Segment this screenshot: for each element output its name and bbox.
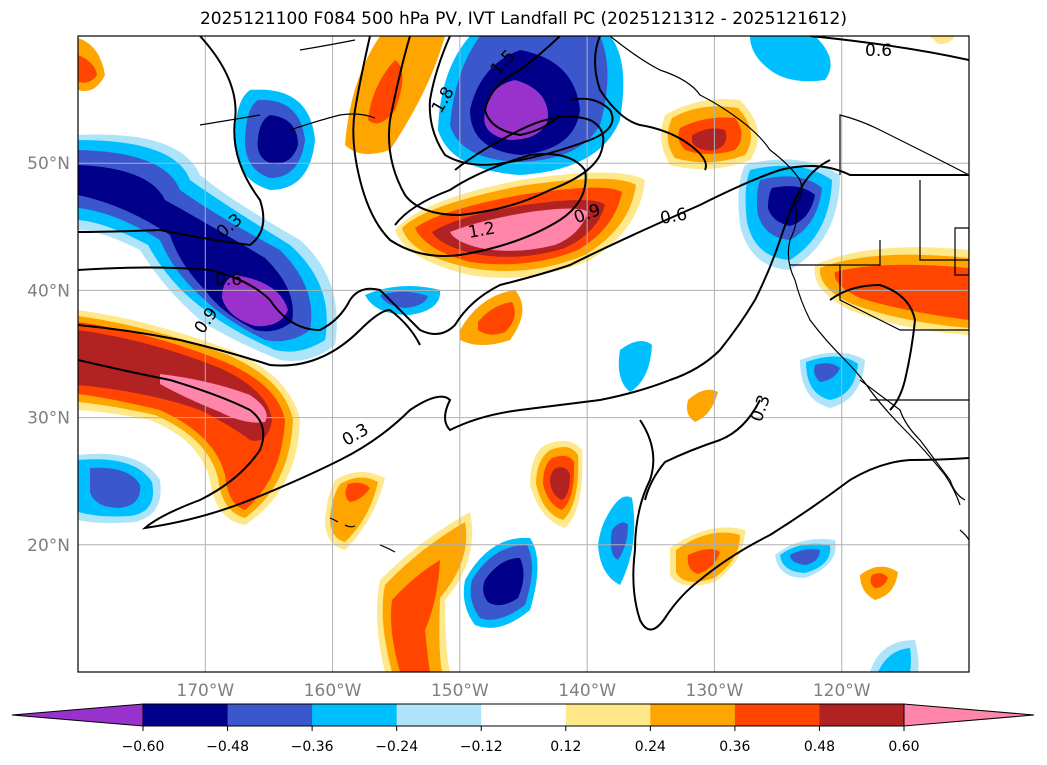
colorbar-tick-label: 0.60 [888,739,919,755]
longitude-label: 140°W [558,681,616,701]
colorbar-tick-label: 0.24 [635,739,666,755]
positive-anomaly-small-se [860,566,898,600]
positive-anomaly-hawaii-north [325,471,385,550]
positive-anomaly-far-nw [78,38,105,91]
positive-anomaly-small-east [686,389,718,422]
positive-anomaly-hawaii-south [376,512,473,672]
colorbar-tick-label: −0.60 [122,739,165,755]
colorbar-tick-label: 0.48 [804,739,835,755]
latitude-label: 20°N [27,536,70,556]
colorbar-segment [227,704,313,726]
negative-anomaly-tropics [463,537,538,628]
map-panel: 0.6 1.5 1.8 1.2 0.9 0.6 0.3 0.6 0.9 0.3 … [27,35,970,701]
colorbar-segment [650,704,736,726]
colorbar-tick-label: 0.36 [719,739,750,755]
positive-anomaly-coast-bc [661,99,758,169]
colorbar-segment [396,704,482,726]
positive-anomaly-small-central [460,290,523,345]
negative-anomaly-baja [800,352,865,408]
map-frame [77,35,970,673]
latitude-labels: 50°N 40°N 30°N 20°N [27,154,70,556]
positive-anomaly-central [395,172,645,278]
positive-anomaly-top-corner [930,36,955,45]
longitude-label: 160°W [304,681,362,701]
negative-anomaly-tropics-east [598,496,635,585]
negative-anomaly-small-east [618,341,652,392]
colorbar-segment [481,704,567,726]
colorbar-tick-label: −0.48 [206,739,249,755]
colorbar-segment [312,704,398,726]
colorbar-segment [819,704,905,726]
negative-anomaly-bottom-right [870,640,919,672]
colorbar-tick-label: −0.24 [375,739,418,755]
contour-label-1-2: 1.2 [467,219,497,243]
contour-label-0-6-west: 0.6 [215,270,242,290]
latitude-label: 40°N [27,281,70,301]
pv-contours [78,36,969,631]
negative-anomaly-small-se [775,539,836,578]
map-title: 2025121100 F084 500 hPa PV, IVT Landfall… [199,9,847,29]
colorbar-extend-right [904,704,1034,726]
negative-anomaly-southwest [78,453,161,524]
latitude-label: 30°N [27,409,70,429]
contour-label-0-6-center: 0.6 [659,205,689,229]
colorbar-tick-label: −0.12 [460,739,503,755]
negative-anomaly-north-pacific [235,89,315,190]
negative-anomaly-top-right [750,36,831,82]
longitude-label: 150°W [431,681,489,701]
colorbar: −0.60 −0.48 −0.36 −0.24 −0.12 0.12 0.24 0.36 0.4… [11,703,1035,755]
longitude-label: 170°W [176,681,234,701]
colorbar-outline [142,703,905,727]
colorbar-segment [143,704,229,726]
colorbar-tick-label: 0.12 [550,739,581,755]
longitude-label: 120°W [813,681,871,701]
longitude-label: 130°W [686,681,744,701]
colorbar-segment [565,704,651,726]
positive-anomaly-tropics-center [530,441,583,528]
latitude-label: 50°N [27,154,70,174]
colorbar-segment [734,704,820,726]
longitude-labels: 170°W 160°W 150°W 140°W 130°W 120°W [176,681,870,701]
contour-label-top-right: 0.6 [865,41,892,61]
colorbar-tick-label: −0.36 [291,739,334,755]
colorbar-extend-left [12,704,143,726]
